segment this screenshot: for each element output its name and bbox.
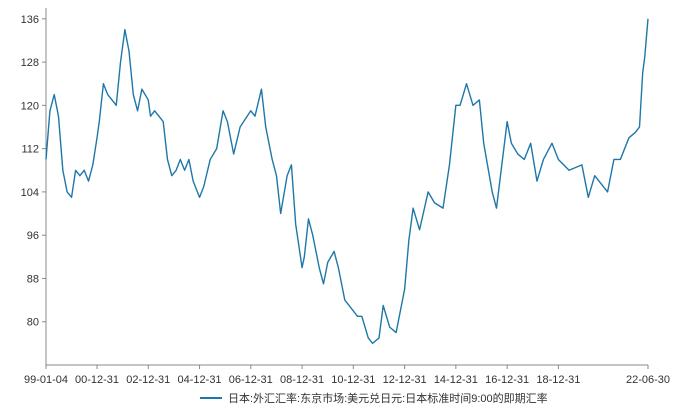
- x-tick-label: 18-12-31: [536, 374, 580, 386]
- x-tick-label: 08-12-31: [280, 374, 324, 386]
- y-tick-label: 136: [21, 14, 39, 26]
- y-tick-label: 128: [21, 57, 39, 69]
- legend-label: 日本:外汇汇率:东京市场:美元兑日元:日本标准时间9:00的即期汇率: [228, 391, 548, 405]
- x-tick-label: 04-12-31: [178, 374, 222, 386]
- y-tick-label: 112: [21, 144, 39, 156]
- x-tick-label: 10-12-31: [331, 374, 375, 386]
- y-tick-label: 120: [21, 100, 39, 112]
- legend[interactable]: 日本:外汇汇率:东京市场:美元兑日元:日本标准时间9:00的即期汇率: [200, 391, 548, 405]
- x-tick-label: 06-12-31: [229, 374, 273, 386]
- series-layer: [45, 18, 649, 345]
- x-tick-label: 22-06-30: [626, 374, 670, 386]
- y-axis: 80 88 96 104 112 120 128 136: [21, 8, 47, 365]
- x-tick-label: 16-12-31: [485, 374, 529, 386]
- x-tick-label: 02-12-31: [126, 374, 170, 386]
- y-tick-label: 80: [27, 317, 39, 329]
- x-axis: 99-01-04 00-12-31 02-12-31 04-12-31 06-12-31…: [24, 364, 670, 386]
- x-tick-label: 00-12-31: [75, 374, 119, 386]
- y-tick-label: 104: [21, 187, 39, 199]
- x-tick-label: 12-12-31: [383, 374, 427, 386]
- y-tick-label: 88: [27, 273, 39, 285]
- series-line-usd-jpy: [45, 18, 649, 345]
- x-tick-label: 14-12-31: [434, 374, 478, 386]
- y-tick-label: 96: [27, 230, 39, 242]
- x-tick-label: 99-01-04: [24, 374, 68, 386]
